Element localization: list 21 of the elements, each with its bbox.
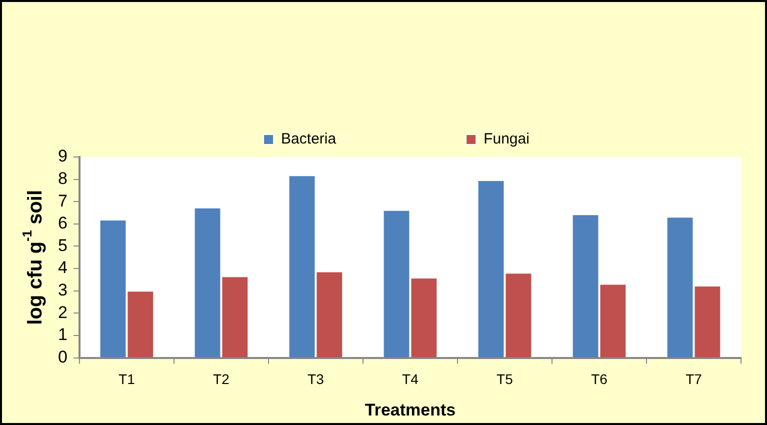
x-tick-label: T6 [591,371,608,388]
y-tick-label: 3 [58,280,68,300]
x-tick-label: T3 [308,371,324,388]
x-tick-label: T2 [213,371,230,388]
legend-label: Bacteria [281,130,337,148]
x-tick-label: T4 [402,371,419,388]
legend-label: Fungai [484,130,530,148]
x-tick-label: T1 [118,371,136,388]
y-tick-label: 4 [58,258,68,278]
y-axis-title: log cfu g-1 soil [20,190,47,325]
y-tick-label: 8 [58,169,68,188]
y-tick-label: 0 [58,347,68,366]
y-tick-label: 7 [58,191,68,210]
y-tick-label: 6 [58,214,68,233]
x-axis-title: Treatments [364,400,456,420]
y-tick-label: 9 [58,146,68,166]
y-tick-label: 1 [58,325,68,344]
x-tick-label: T5 [496,371,514,388]
y-tick-label: 5 [58,236,68,255]
y-tick-label: 2 [58,302,68,322]
x-tick-label: T7 [686,371,702,388]
